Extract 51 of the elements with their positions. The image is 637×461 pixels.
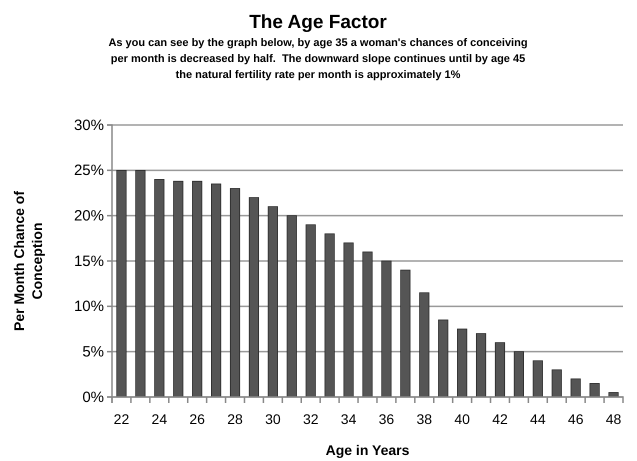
bar [438, 320, 448, 398]
bar [192, 180, 202, 398]
bar [173, 180, 184, 398]
chart-subtitle: As you can see by the graph below, by age 35 a woman's chances of conceiving per month is decreased by half. The downward slope continues until by age 45 the natural fertility rate per month is approximately 1% [108, 37, 528, 81]
bar [268, 206, 278, 398]
y-tick-label: 5% [82, 343, 104, 360]
x-axis-title: Age in Years [326, 442, 410, 458]
bar [306, 224, 316, 398]
x-tick-label: 40 [454, 411, 470, 428]
x-tick-label: 24 [152, 411, 168, 428]
bar [362, 252, 373, 398]
bar [286, 215, 297, 398]
bar [154, 179, 164, 398]
y-tick-label: 25% [74, 162, 104, 180]
chart-title: The Age Factor [249, 12, 388, 33]
bar [419, 292, 430, 398]
y-tick-label: 20% [74, 207, 104, 224]
bar [494, 342, 506, 398]
y-tick-label: 0% [82, 388, 104, 406]
x-tick-label: 36 [378, 411, 394, 428]
x-tick-label: 34 [340, 411, 357, 428]
x-tick-label: 42 [492, 411, 508, 428]
bar [211, 184, 222, 398]
x-tick-label: 22 [114, 411, 130, 428]
bar [230, 188, 240, 398]
x-tick-label: 32 [302, 411, 319, 428]
bar [476, 333, 486, 398]
bar [343, 242, 354, 398]
bar [324, 233, 335, 398]
bar [381, 260, 392, 398]
x-tick-label: 48 [606, 411, 622, 428]
x-tick-label: 38 [416, 411, 432, 428]
bar [552, 369, 562, 398]
x-tick-label: 30 [265, 411, 281, 428]
bar [514, 351, 524, 398]
x-tick-label: 44 [530, 411, 546, 428]
x-tick-label: 46 [568, 411, 584, 428]
bar [400, 270, 410, 398]
bar [248, 197, 260, 398]
x-tick-label: 28 [227, 411, 244, 428]
bar [532, 360, 543, 398]
bar [116, 170, 127, 398]
y-tick-label: 30% [74, 116, 104, 134]
bar [590, 383, 600, 398]
y-axis-title: Per Month Chance of Conception [11, 190, 45, 332]
bar [457, 328, 468, 398]
x-tick-label: 26 [189, 411, 206, 428]
y-tick-label: 10% [74, 298, 104, 316]
bar [570, 378, 581, 398]
bar [135, 170, 146, 398]
y-tick-label: 15% [74, 252, 104, 270]
